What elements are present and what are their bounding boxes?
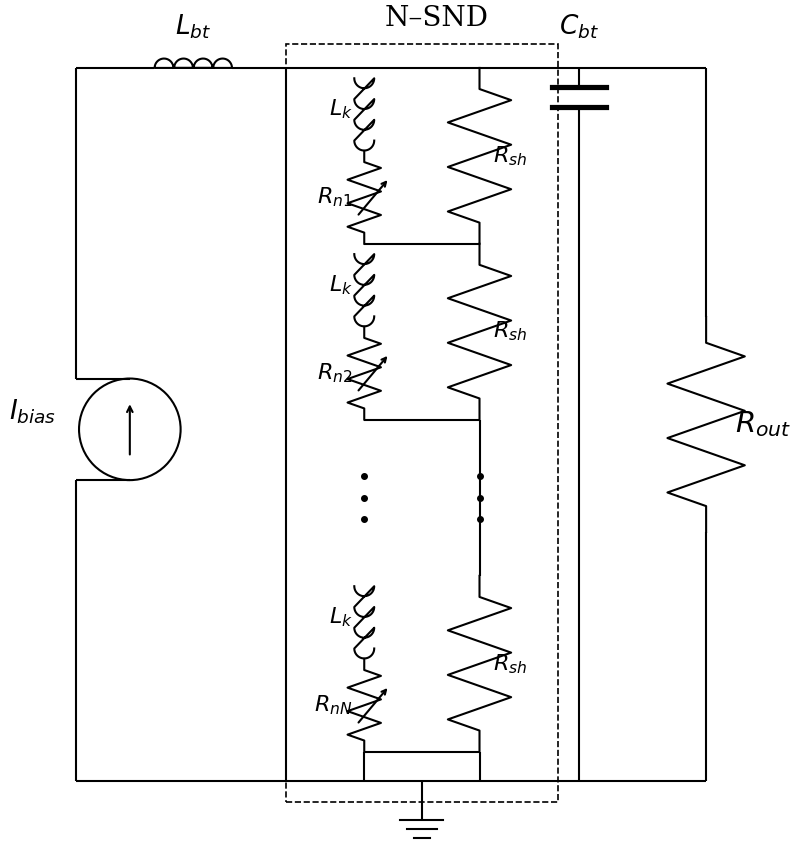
- Text: $R_{sh}$: $R_{sh}$: [493, 319, 527, 344]
- Text: N–SND: N–SND: [385, 5, 489, 32]
- Text: $R_{sh}$: $R_{sh}$: [493, 652, 527, 676]
- Text: $R_{n1}$: $R_{n1}$: [317, 186, 353, 209]
- Text: $C_{bt}$: $C_{bt}$: [559, 12, 599, 40]
- Text: $R_{nN}$: $R_{nN}$: [314, 693, 353, 717]
- Text: $L_{bt}$: $L_{bt}$: [175, 12, 211, 40]
- Text: $L_k$: $L_k$: [329, 274, 353, 297]
- Bar: [286, 44, 558, 802]
- Text: $I_{bias}$: $I_{bias}$: [10, 398, 57, 426]
- Text: $R_{n2}$: $R_{n2}$: [317, 362, 353, 385]
- Text: $R_{sh}$: $R_{sh}$: [493, 144, 527, 168]
- Text: $R_{out}$: $R_{out}$: [735, 410, 792, 439]
- Text: $L_k$: $L_k$: [329, 605, 353, 629]
- Text: $L_k$: $L_k$: [329, 97, 353, 121]
